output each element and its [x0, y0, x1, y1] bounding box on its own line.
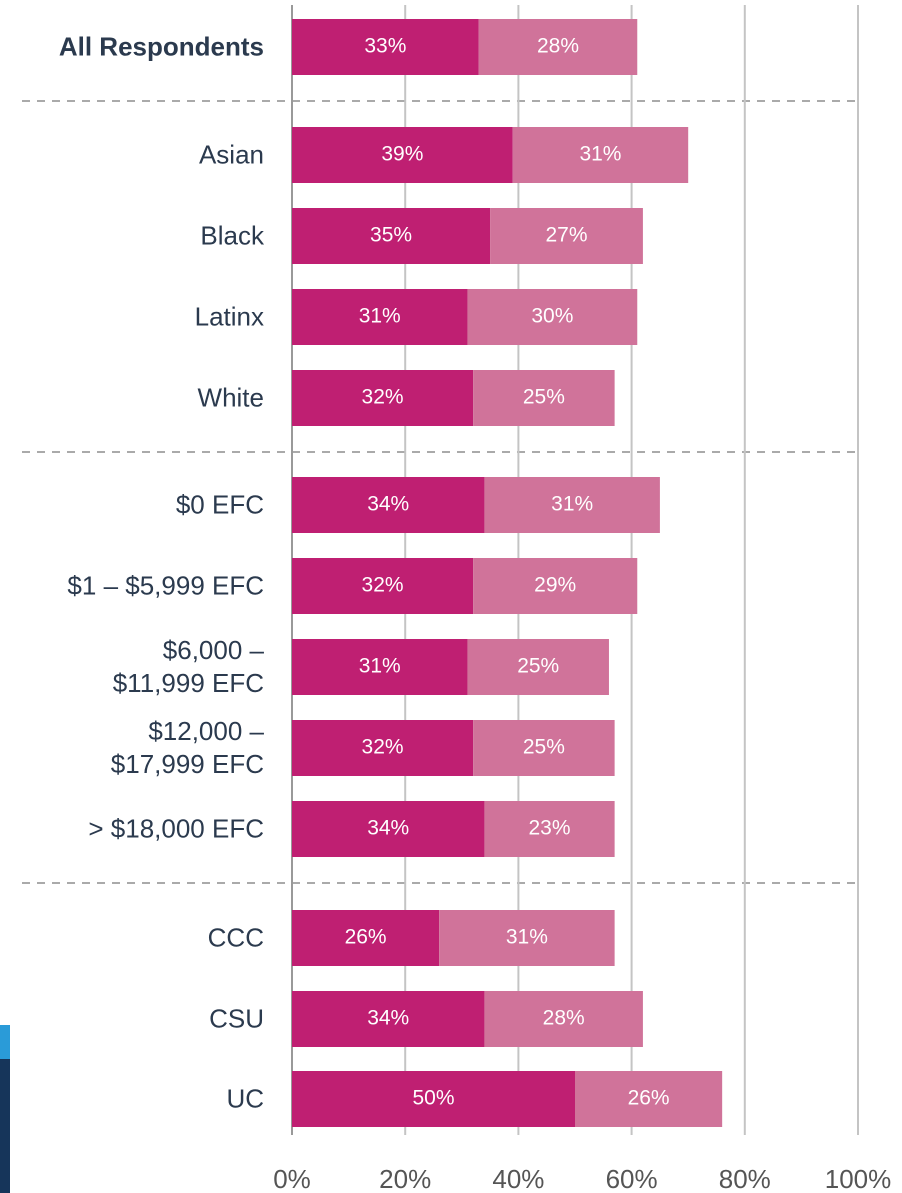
decoration	[0, 1025, 10, 1193]
bar-segment	[473, 720, 615, 776]
decoration	[0, 1025, 10, 1059]
x-tick-label: 40%	[492, 1164, 544, 1193]
bar-segment	[473, 558, 638, 614]
bar-segment	[292, 477, 485, 533]
x-tick-label: 100%	[825, 1164, 892, 1193]
value-label: 26%	[628, 1087, 670, 1110]
value-label: 34%	[367, 817, 409, 840]
x-tick-label: 80%	[719, 1164, 771, 1193]
value-label: 29%	[534, 574, 576, 597]
bar-segment	[484, 477, 660, 533]
x-tick-label: 0%	[273, 1164, 311, 1193]
value-label: 31%	[506, 926, 548, 949]
x-tick-label: 60%	[606, 1164, 658, 1193]
bar-segment	[467, 289, 638, 345]
y-tick-label: CCC	[207, 922, 264, 953]
value-label: 23%	[529, 817, 571, 840]
value-label: 33%	[364, 35, 406, 58]
y-tick-label: Black	[200, 220, 264, 251]
bar-segment	[292, 910, 440, 966]
y-tick-label: > $18,000 EFC	[88, 813, 264, 844]
value-label: 34%	[367, 1007, 409, 1030]
bar-segment	[292, 289, 468, 345]
bar-segment	[473, 370, 615, 426]
bar-segment	[292, 639, 468, 695]
bar-segment	[490, 208, 643, 264]
value-label: 28%	[537, 35, 579, 58]
y-tick-label: $6,000 – $11,999 EFC	[112, 635, 264, 698]
bar-segment	[292, 720, 474, 776]
bar-segment	[292, 208, 491, 264]
y-tick-label: UC	[226, 1083, 264, 1114]
value-label: 27%	[545, 224, 587, 247]
value-label: 32%	[362, 386, 404, 409]
bar-segment	[292, 1071, 575, 1127]
value-label: 31%	[551, 493, 593, 516]
bar-segment	[292, 558, 474, 614]
value-label: 31%	[579, 143, 621, 166]
bar-segment	[467, 639, 609, 695]
value-label: 30%	[531, 305, 573, 328]
value-label: 26%	[345, 926, 387, 949]
x-tick-label: 20%	[379, 1164, 431, 1193]
y-tick-label: Asian	[198, 139, 264, 170]
value-label: 25%	[517, 655, 559, 678]
value-label: 28%	[543, 1007, 585, 1030]
y-tick-label: CSU	[209, 1003, 264, 1034]
bar-segment	[575, 1071, 723, 1127]
bar-segment	[478, 19, 638, 75]
y-tick-label: $12,000 – $17,999 EFC	[110, 716, 264, 779]
value-label: 32%	[362, 736, 404, 759]
value-label: 25%	[523, 386, 565, 409]
y-tick-label: Latinx	[194, 301, 264, 332]
bar-segment	[292, 19, 479, 75]
value-label: 34%	[367, 493, 409, 516]
y-tick-label: All Respondents	[58, 31, 264, 62]
value-label: 39%	[381, 143, 423, 166]
value-label: 35%	[370, 224, 412, 247]
y-tick-label: White	[197, 382, 264, 413]
bar-segment	[484, 801, 615, 857]
value-label: 50%	[412, 1087, 454, 1110]
bar-segment	[292, 991, 485, 1047]
y-tick-label: $0 EFC	[175, 489, 264, 520]
bar-segment	[292, 370, 474, 426]
y-tick-label: $1 – $5,999 EFC	[67, 570, 264, 601]
bar-segment	[292, 127, 513, 183]
value-label: 31%	[359, 305, 401, 328]
bar-segment	[439, 910, 615, 966]
bar-segment	[292, 801, 485, 857]
value-label: 25%	[523, 736, 565, 759]
value-label: 32%	[362, 574, 404, 597]
value-label: 31%	[359, 655, 401, 678]
bar-segment	[512, 127, 689, 183]
bar-segment	[484, 991, 643, 1047]
